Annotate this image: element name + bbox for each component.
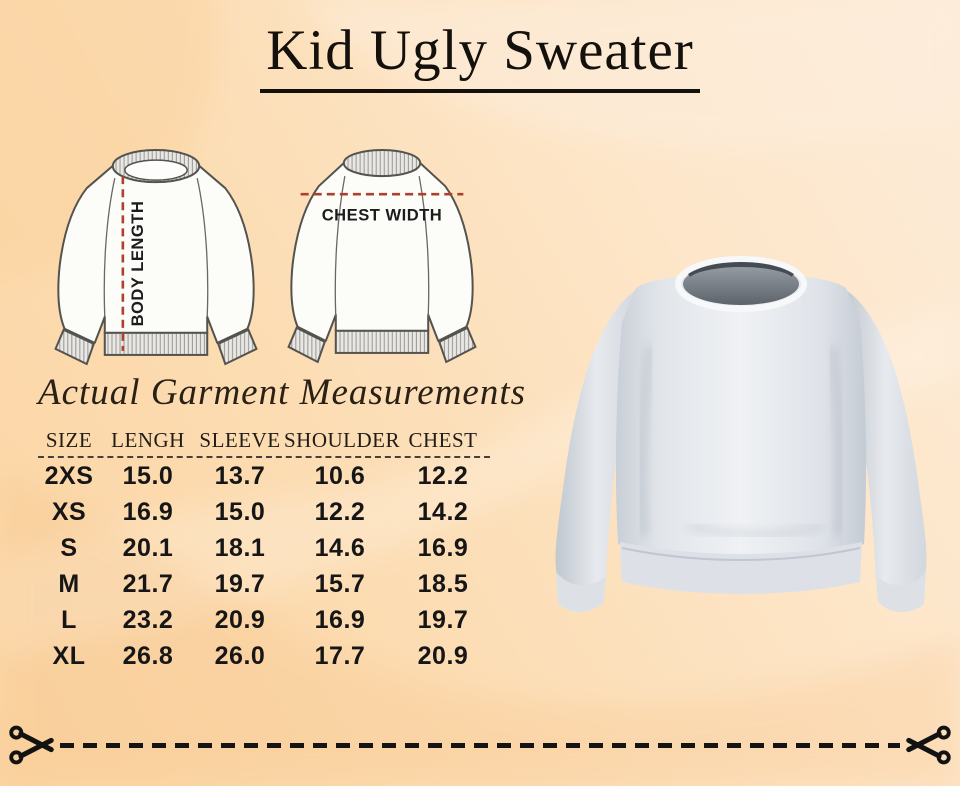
table-row: 2XS 15.0 13.7 10.6 12.2 xyxy=(38,458,490,494)
size-cell: XL xyxy=(52,641,86,670)
value-cell: 21.7 xyxy=(122,569,174,598)
column-header-length: LENGH xyxy=(111,427,185,452)
measurements-section: Actual Garment Measurements SIZE LENGH S… xyxy=(38,370,527,674)
page-title: Kid Ugly Sweater xyxy=(260,20,700,93)
chest-width-label: CHEST WIDTH xyxy=(322,205,443,224)
value-cell: 26.8 xyxy=(122,641,174,670)
column-header-size: SIZE xyxy=(45,427,93,452)
measurements-heading: Actual Garment Measurements xyxy=(38,372,527,413)
cut-line xyxy=(8,722,952,768)
value-cell: 15.7 xyxy=(314,569,366,598)
title-wrap: Kid Ugly Sweater xyxy=(0,20,960,93)
column-header-chest: CHEST xyxy=(408,427,478,452)
column-header-sleeve: SLEEVE xyxy=(199,427,281,452)
scissors-right-icon xyxy=(906,725,951,765)
size-cell: 2XS xyxy=(44,461,94,490)
value-cell: 18.1 xyxy=(214,533,266,562)
size-cell: L xyxy=(61,605,77,634)
value-cell: 12.2 xyxy=(417,461,469,490)
value-cell: 26.0 xyxy=(214,641,266,670)
size-cell: S xyxy=(60,533,78,562)
table-row: XS 16.9 15.0 12.2 14.2 xyxy=(38,494,490,530)
scissors-left-icon xyxy=(9,725,54,765)
value-cell: 12.2 xyxy=(314,497,366,526)
table-row: XL 26.8 26.0 17.7 20.9 xyxy=(38,638,490,674)
back-sweater-outline xyxy=(290,154,474,342)
value-cell: 16.9 xyxy=(122,497,174,526)
dashed-cut-line xyxy=(60,742,900,748)
table-row: M 21.7 19.7 15.7 18.5 xyxy=(38,566,490,602)
size-table-header: SIZE LENGH SLEEVE SHOULDER CHEST xyxy=(38,424,490,458)
column-header-shoulder: SHOULDER xyxy=(284,427,401,452)
value-cell: 14.6 xyxy=(314,533,366,562)
value-cell: 19.7 xyxy=(417,605,469,634)
size-cell: M xyxy=(58,569,80,598)
front-sweater-diagram: BODY LENGTH xyxy=(54,149,258,366)
value-cell: 23.2 xyxy=(122,605,174,634)
front-sweater-outline xyxy=(57,155,255,344)
table-row: L 23.2 20.9 16.9 19.7 xyxy=(38,602,490,638)
size-cell: XS xyxy=(51,497,87,526)
value-cell: 20.9 xyxy=(417,641,469,670)
value-cell: 18.5 xyxy=(417,569,469,598)
value-cell: 20.9 xyxy=(214,605,266,634)
value-cell: 13.7 xyxy=(214,461,266,490)
value-cell: 16.9 xyxy=(417,533,469,562)
value-cell: 10.6 xyxy=(314,461,366,490)
value-cell: 20.1 xyxy=(122,533,174,562)
value-cell: 15.0 xyxy=(214,497,266,526)
table-row: S 20.1 18.1 14.6 16.9 xyxy=(38,530,490,566)
size-chart-table: SIZE LENGH SLEEVE SHOULDER CHEST 2XS 15.… xyxy=(38,424,490,674)
back-sweater-diagram: CHEST WIDTH xyxy=(287,149,477,364)
value-cell: 15.0 xyxy=(122,461,174,490)
sweater-photo xyxy=(555,256,927,612)
value-cell: 19.7 xyxy=(214,569,266,598)
value-cell: 17.7 xyxy=(314,641,366,670)
size-table-body: 2XS 15.0 13.7 10.6 12.2 XS 16.9 15.0 12.… xyxy=(38,458,490,674)
value-cell: 16.9 xyxy=(314,605,366,634)
body-length-label: BODY LENGTH xyxy=(128,201,147,327)
value-cell: 14.2 xyxy=(417,497,469,526)
